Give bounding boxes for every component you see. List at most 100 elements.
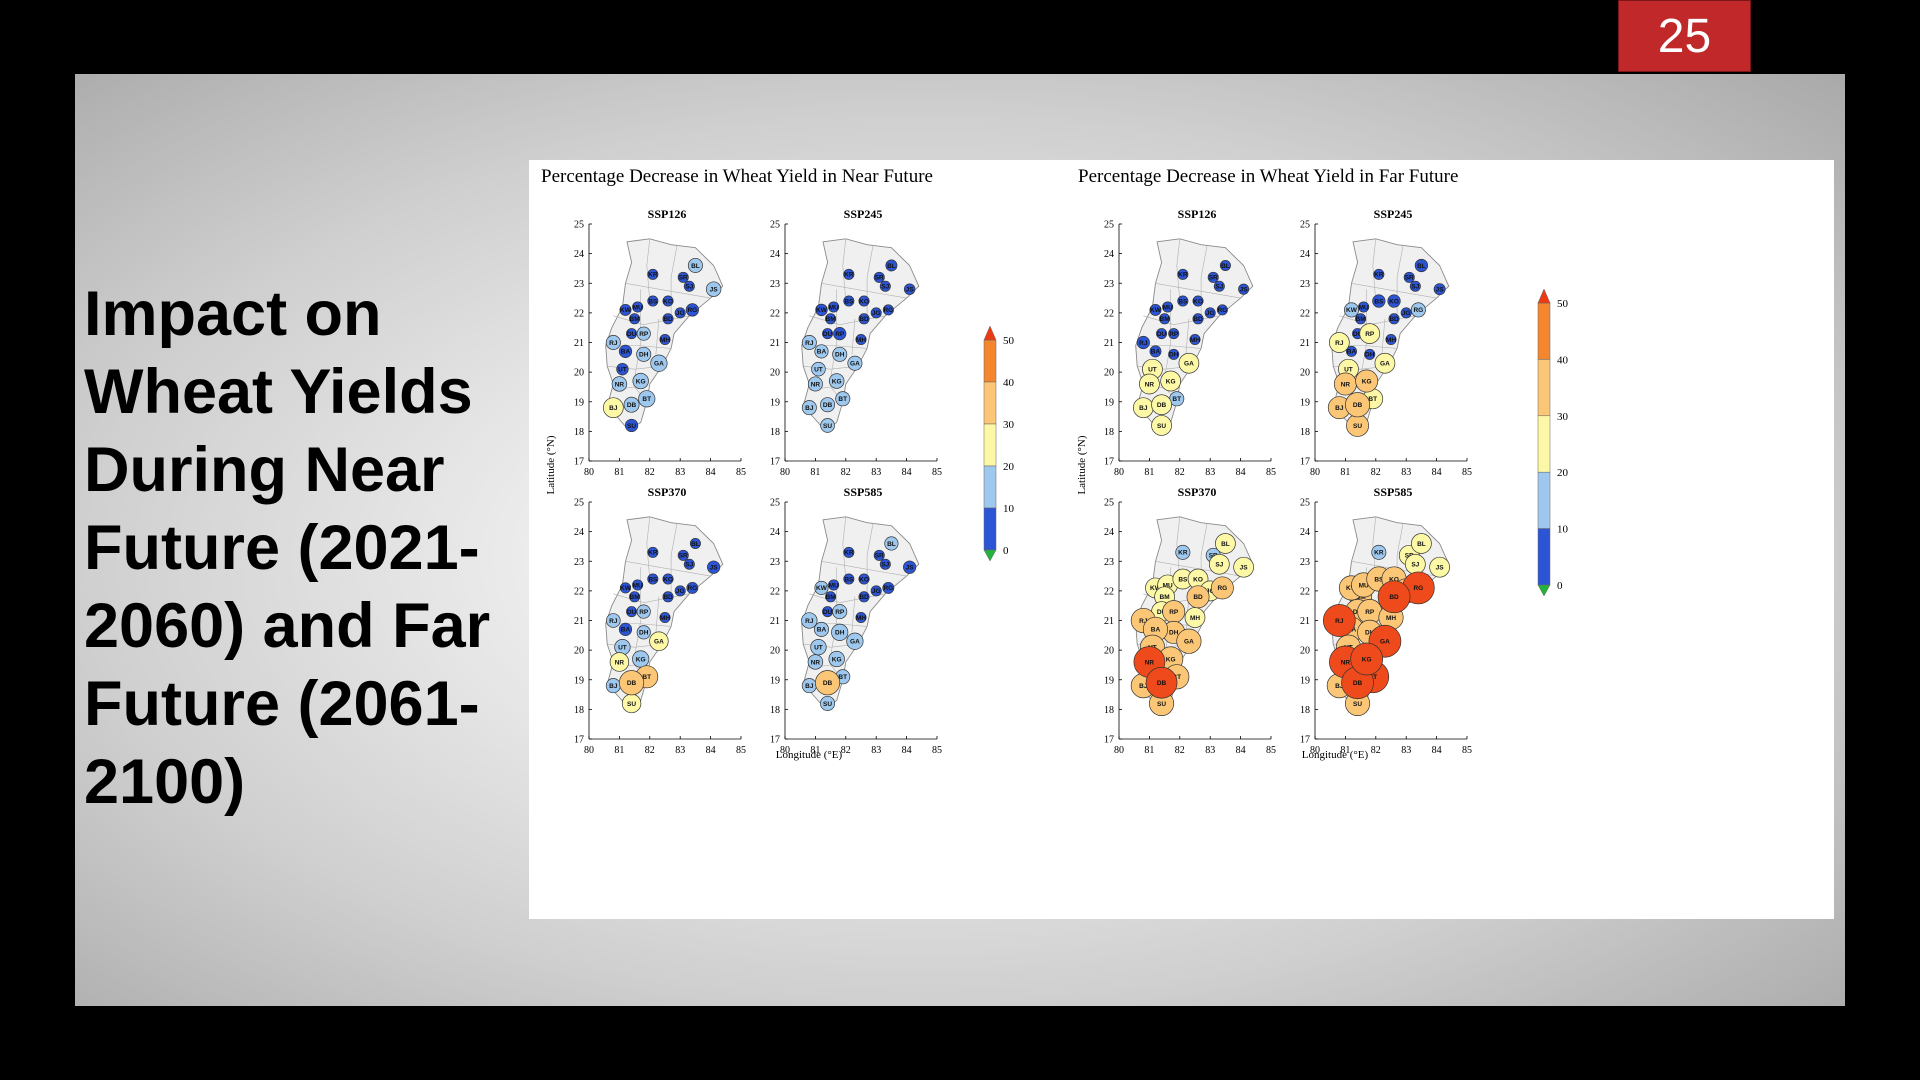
district-marker-dh	[1168, 348, 1180, 360]
district-label-bl: BL	[887, 541, 896, 548]
y-tick-label: 25	[770, 220, 780, 231]
district-label-ga: GA	[1380, 361, 1390, 368]
x-tick-label: 82	[645, 467, 655, 478]
district-marker-sj	[1409, 280, 1421, 292]
district-label-ko: KO	[1389, 576, 1399, 583]
district-marker-jg	[870, 585, 882, 597]
district-label-kr: KR	[1374, 272, 1384, 279]
district-label-db: DB	[823, 680, 833, 687]
district-boundary	[851, 596, 856, 633]
district-label-mh: MH	[1190, 337, 1200, 344]
y-tick-label: 24	[1300, 527, 1310, 538]
district-label-su: SU	[1353, 423, 1362, 430]
district-marker-mh	[659, 334, 671, 346]
district-marker-ba	[1149, 345, 1162, 358]
district-label-rg: RG	[1217, 585, 1227, 592]
district-marker-nr	[609, 652, 630, 672]
colorbar-tick-label: 10	[1003, 503, 1015, 515]
district-label-js: JS	[1436, 564, 1445, 571]
district-label-bd: BD	[663, 594, 673, 601]
district-label-bj: BJ	[1139, 405, 1148, 412]
x-tick-label: 80	[1310, 745, 1320, 756]
district-label-mu: MU	[633, 582, 643, 589]
x-axis-label: Longitude (°E)	[776, 749, 843, 761]
y-tick-label: 23	[1300, 279, 1310, 290]
district-boundary	[809, 315, 886, 326]
district-marker-js	[1233, 556, 1254, 578]
y-tick-label: 19	[770, 675, 780, 686]
district-label-sj: SJ	[1215, 284, 1223, 291]
y-tick-label: 19	[1300, 675, 1310, 686]
district-label-db: DB	[1353, 402, 1363, 409]
x-tick-label: 81	[1340, 467, 1350, 478]
district-label-kr: KR	[1178, 272, 1188, 279]
y-tick-label: 17	[1104, 735, 1114, 746]
slide-number: 25	[1618, 0, 1751, 72]
district-marker-rg	[1410, 302, 1426, 318]
x-tick-label: 83	[1401, 745, 1411, 756]
district-label-su: SU	[627, 423, 636, 430]
district-label-bj: BJ	[609, 683, 618, 690]
district-marker-mh	[855, 612, 867, 624]
district-label-jg: JG	[1206, 588, 1215, 595]
y-tick-label: 22	[1104, 586, 1114, 597]
district-marker-rj	[605, 335, 621, 350]
x-tick-label: 81	[1144, 745, 1154, 756]
y-tick-label: 18	[1300, 427, 1310, 438]
district-label-ut: UT	[1148, 366, 1157, 373]
district-marker-ba	[814, 344, 829, 359]
district-marker-bd	[858, 591, 870, 603]
district-label-bd: BD	[859, 316, 869, 323]
district-boundary	[613, 593, 690, 604]
district-label-rg: RG	[1413, 585, 1423, 592]
district-marker-ut	[811, 361, 826, 377]
district-label-bl: BL	[1221, 541, 1230, 548]
x-tick-label: 85	[932, 745, 942, 756]
district-label-bt: BT	[642, 396, 651, 403]
district-marker-dh	[1364, 348, 1376, 360]
district-label-sj: SJ	[1411, 562, 1419, 569]
x-tick-label: 83	[1205, 745, 1215, 756]
district-marker-kg	[1160, 370, 1182, 392]
x-tick-label: 85	[1266, 467, 1276, 478]
y-tick-label: 24	[1104, 527, 1114, 538]
district-label-ga: GA	[850, 361, 860, 368]
district-label-ga: GA	[654, 361, 664, 368]
district-label-js: JS	[1436, 286, 1445, 293]
district-boundary	[851, 318, 856, 355]
district-marker-sj	[879, 280, 891, 292]
colorbar-tick-label: 30	[1003, 419, 1015, 431]
colorbar-tick-label: 40	[1557, 354, 1569, 366]
district-marker-kr	[647, 546, 659, 558]
y-tick-label: 23	[574, 557, 584, 568]
y-tick-label: 23	[1104, 279, 1114, 290]
district-marker-ba	[618, 344, 633, 358]
district-marker-sj	[1213, 280, 1225, 292]
x-tick-label: 82	[1371, 745, 1381, 756]
district-label-jg: JG	[1206, 310, 1215, 317]
district-label-bt: BT	[642, 674, 651, 681]
district-label-ga: GA	[1184, 639, 1194, 646]
x-tick-label: 80	[780, 467, 790, 478]
district-label-kr: KR	[1178, 550, 1188, 557]
x-tick-label: 84	[902, 745, 912, 756]
district-marker-bs	[647, 295, 659, 307]
district-label-bm: BM	[1160, 316, 1170, 323]
y-tick-label: 24	[1300, 249, 1310, 260]
y-tick-label: 21	[1300, 338, 1310, 349]
district-marker-su	[1151, 415, 1172, 436]
colorbar-arrow-top	[1537, 288, 1551, 304]
district-label-kw: KW	[1150, 585, 1162, 592]
district-marker-sr	[677, 271, 689, 283]
y-tick-label: 21	[770, 616, 780, 627]
district-label-mh: MH	[856, 615, 866, 622]
district-marker-kr	[843, 546, 855, 558]
x-tick-label: 83	[675, 467, 685, 478]
y-tick-label: 18	[770, 427, 780, 438]
district-marker-kg	[1350, 642, 1384, 676]
district-label-ko: KO	[663, 298, 673, 305]
district-marker-nr	[807, 376, 823, 392]
y-tick-label: 20	[1300, 368, 1310, 379]
y-tick-label: 23	[1104, 557, 1114, 568]
district-label-ko: KO	[663, 576, 673, 583]
